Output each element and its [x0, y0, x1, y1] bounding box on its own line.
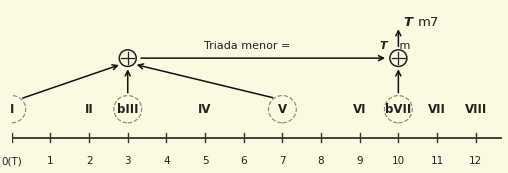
- Text: T: T: [403, 16, 412, 29]
- Text: Triada menor =: Triada menor =: [204, 41, 294, 51]
- Text: 6: 6: [240, 156, 247, 166]
- Text: 2: 2: [86, 156, 92, 166]
- Text: 0(T): 0(T): [2, 156, 22, 166]
- Text: 10: 10: [392, 156, 405, 166]
- Text: 7: 7: [279, 156, 285, 166]
- Text: 11: 11: [430, 156, 443, 166]
- Text: bIII: bIII: [117, 103, 139, 116]
- Circle shape: [119, 50, 136, 66]
- Circle shape: [390, 50, 407, 66]
- Text: II: II: [85, 103, 93, 116]
- Text: V: V: [278, 103, 287, 116]
- Text: VII: VII: [428, 103, 446, 116]
- Text: 4: 4: [163, 156, 170, 166]
- Text: 5: 5: [202, 156, 208, 166]
- Text: VI: VI: [353, 103, 366, 116]
- Text: 8: 8: [318, 156, 324, 166]
- Text: VIII: VIII: [464, 103, 487, 116]
- Text: 9: 9: [357, 156, 363, 166]
- Text: m7: m7: [418, 16, 439, 29]
- Text: bVII: bVII: [385, 103, 411, 116]
- Text: m: m: [396, 41, 410, 51]
- Text: 12: 12: [469, 156, 482, 166]
- Text: 3: 3: [124, 156, 131, 166]
- Text: IV: IV: [198, 103, 212, 116]
- Text: T: T: [379, 41, 387, 51]
- Text: I: I: [10, 103, 14, 116]
- Text: 1: 1: [47, 156, 54, 166]
